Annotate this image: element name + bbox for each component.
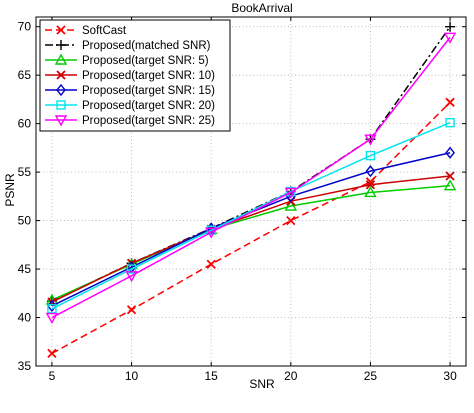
data-point (445, 117, 455, 128)
data-point (445, 146, 455, 159)
data-point (445, 21, 456, 32)
axis-ticks: 5 10 15 20 25 30 35 40 45 50 55 60 65 70 (18, 17, 466, 383)
series-layer (45, 21, 457, 359)
data-point (47, 348, 57, 359)
x-tick-label: 5 (49, 369, 56, 383)
data-point (126, 305, 137, 315)
legend-marker (56, 83, 66, 97)
y-tick-label: 70 (18, 20, 32, 34)
legend-entry: Proposed(target SNR: 20) (45, 100, 215, 112)
series-line (51, 101, 451, 355)
data-point (365, 150, 376, 161)
x-tick-label: 25 (364, 369, 378, 383)
y-tick-label: 40 (18, 311, 32, 325)
x-tick-label: 30 (443, 369, 457, 383)
legend-label: Proposed(target SNR: 15) (82, 85, 215, 97)
legend-label: Proposed(target SNR: 25) (82, 115, 215, 127)
series-line (51, 36, 451, 319)
data-point (365, 180, 376, 190)
series-5 (47, 117, 455, 314)
legend: SoftCast Proposed(matched SNR) Proposed(ta… (39, 19, 231, 132)
legend-label: Proposed(target SNR: 20) (82, 100, 215, 112)
data-point (125, 271, 138, 283)
x-axis-label: SNR (249, 377, 275, 391)
data-point (204, 227, 218, 239)
legend-label: Proposed(target SNR: 10) (82, 70, 215, 82)
data-point (365, 165, 376, 178)
series-line (51, 184, 451, 301)
legend-entry: Proposed(target SNR: 15) (45, 83, 215, 97)
x-tick-label: 15 (205, 369, 219, 383)
series-line (51, 151, 451, 307)
y-tick-label: 45 (18, 262, 32, 276)
legend-entry: Proposed(target SNR: 10) (45, 70, 215, 82)
y-tick-label: 50 (18, 214, 32, 228)
data-point (45, 312, 59, 324)
legend-label: Proposed(matched SNR) (82, 40, 211, 52)
data-point (126, 264, 137, 274)
legend-entry: Proposed(target SNR: 5) (45, 53, 209, 67)
data-point (364, 186, 377, 198)
y-tick-label: 60 (18, 117, 32, 131)
series-3 (47, 171, 455, 307)
x-tick-label: 20 (284, 369, 298, 383)
legend-marker (56, 70, 66, 80)
data-point (285, 190, 296, 203)
legend-entry: Proposed(target SNR: 25) (45, 115, 215, 127)
legend-label: Proposed(target SNR: 5) (82, 55, 209, 67)
data-point (284, 187, 298, 199)
series-line (51, 121, 451, 310)
series-0 (47, 97, 455, 359)
data-point (47, 304, 57, 314)
series-2 (45, 179, 457, 305)
legend-marker (54, 115, 68, 127)
y-tick-label: 65 (18, 68, 32, 82)
series-6 (45, 32, 457, 324)
grid-lines (36, 17, 466, 367)
data-point (443, 32, 457, 44)
data-point (443, 179, 457, 191)
legend-entry: SoftCast (45, 25, 127, 37)
y-tick-label: 55 (18, 165, 32, 179)
y-tick-label: 35 (18, 359, 32, 373)
chart-title: BookArrival (231, 1, 292, 15)
series-line (51, 175, 451, 303)
legend-entry: Proposed(matched SNR) (45, 40, 211, 52)
legend-marker (54, 53, 68, 65)
data-point (364, 134, 377, 146)
y-axis-label: PSNR (3, 173, 17, 207)
legend-marker (56, 40, 66, 50)
data-point (284, 199, 298, 211)
plot-frame (35, 16, 467, 367)
data-point (445, 171, 455, 181)
legend-label: SoftCast (82, 25, 127, 37)
data-point (206, 259, 216, 269)
legend-marker (56, 25, 66, 35)
x-tick-label: 10 (125, 369, 139, 383)
legend-marker (56, 100, 66, 110)
data-point (286, 215, 296, 226)
data-point (445, 97, 455, 107)
